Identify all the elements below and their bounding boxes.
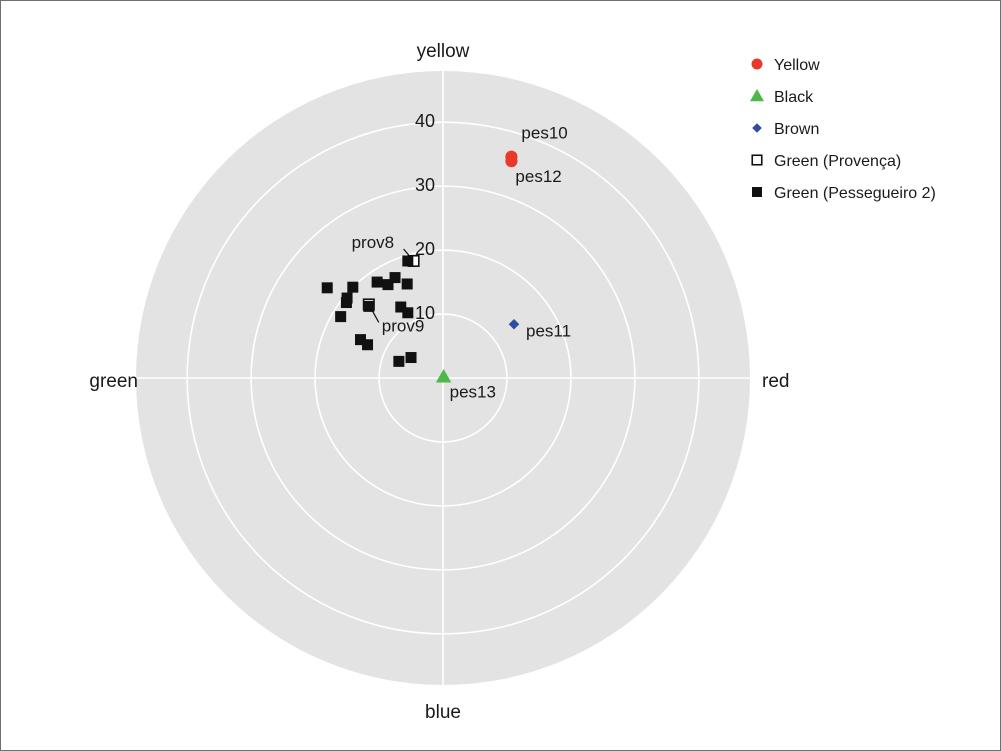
legend-label-0: Yellow — [774, 57, 820, 74]
point-series4-12 — [402, 307, 414, 319]
legend-marker-0 — [751, 58, 763, 70]
point-pes12 — [505, 155, 518, 168]
point-label-prov8: prov8 — [352, 233, 395, 252]
point-series4-1 — [389, 272, 401, 284]
point-series4-4 — [401, 278, 413, 290]
point-series4-8 — [340, 297, 352, 309]
point-series4-3 — [382, 279, 394, 291]
point-series4-2 — [371, 276, 383, 288]
point-series4-10 — [363, 300, 375, 312]
point-series4-5 — [347, 281, 359, 293]
radial-tick-label-30: 30 — [415, 175, 435, 195]
direction-label-top: yellow — [417, 41, 470, 62]
point-series4-9 — [335, 311, 347, 323]
radial-tick-label-10: 10 — [415, 303, 435, 323]
radial-tick-label-40: 40 — [415, 111, 435, 131]
point-series4-11 — [395, 301, 407, 313]
legend-label-1: Black — [774, 89, 814, 106]
data-points — [321, 150, 520, 383]
direction-label-right: red — [762, 371, 789, 392]
point-series4-13 — [354, 334, 366, 346]
point-label-pes11: pes11 — [526, 321, 571, 340]
point-labels: pes10 pes12 pes13 pes11 prov8 prov9 — [352, 124, 571, 402]
point-series4-0 — [402, 255, 414, 267]
direction-labels: yellow red blue green — [89, 41, 789, 723]
point-label-pes10: pes10 — [521, 124, 567, 143]
legend-label-2: Brown — [774, 121, 819, 138]
point-series4-16 — [405, 352, 417, 364]
direction-label-left: green — [89, 371, 138, 392]
point-series4-15 — [393, 355, 405, 367]
legend-marker-1 — [750, 89, 764, 102]
legend: Yellow Black Brown Green (Provença) Green (P… — [750, 57, 936, 202]
point-series4-14 — [362, 339, 374, 351]
point-label-prov9: prov9 — [382, 316, 425, 335]
direction-label-bottom: blue — [425, 702, 461, 723]
point-pes11 — [508, 318, 520, 330]
legend-marker-3 — [751, 154, 763, 166]
legend-marker-2 — [752, 123, 762, 133]
legend-marker-4 — [752, 187, 762, 197]
legend-label-3: Green (Provença) — [774, 153, 901, 170]
radial-tick-labels: 10 20 30 40 — [415, 111, 435, 323]
radial-tick-label-20: 20 — [415, 239, 435, 259]
point-pes13 — [435, 369, 452, 383]
legend-label-4: Green (Pessegueiro 2) — [774, 185, 936, 202]
point-label-pes13: pes13 — [450, 383, 496, 402]
point-series4-6 — [321, 282, 333, 294]
point-label-pes12: pes12 — [515, 167, 561, 186]
